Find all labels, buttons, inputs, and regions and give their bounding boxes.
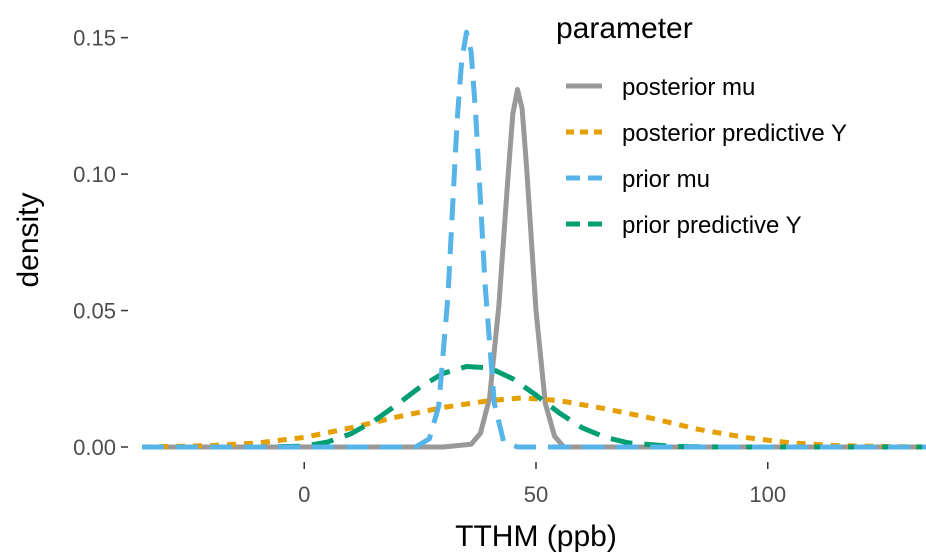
x-tick-label: 50	[524, 482, 548, 507]
legend: parameter posterior mu posterior predicti…	[556, 12, 847, 239]
legend-title: parameter	[556, 12, 693, 45]
y-tick-label: 0.10	[73, 162, 116, 187]
curves	[141, 29, 926, 450]
x-axis-title: TTHM (ppb)	[455, 520, 617, 553]
x-axis: 0 50 100	[298, 462, 786, 507]
x-tick-label: 100	[749, 482, 786, 507]
x-tick-label: 0	[298, 482, 310, 507]
legend-label: prior mu	[622, 166, 710, 193]
y-tick-label: 0.05	[73, 299, 116, 324]
series-line-prior-mu	[142, 29, 926, 450]
series-line-posterior-predictive-y	[141, 395, 926, 450]
y-axis-title: density	[12, 192, 45, 287]
legend-label: posterior mu	[622, 74, 755, 101]
y-tick-label: 0.15	[73, 26, 116, 51]
legend-label: prior predictive Y	[622, 212, 802, 239]
series-line-posterior-mu	[142, 87, 926, 450]
y-tick-label: 0.00	[73, 435, 116, 460]
series-line-prior-predictive-y	[142, 364, 926, 450]
y-axis: 0.00 0.05 0.10 0.15	[73, 26, 128, 460]
legend-label: posterior predictive Y	[622, 120, 847, 147]
